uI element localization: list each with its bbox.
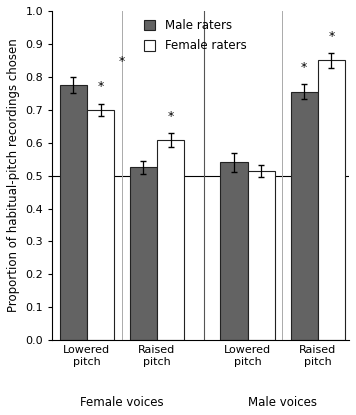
Text: *: * (119, 56, 125, 68)
Bar (220, 162, 248, 340)
Text: *: * (328, 29, 334, 43)
Bar (157, 140, 184, 340)
Text: *: * (167, 110, 174, 123)
Text: Female voices: Female voices (80, 396, 164, 409)
Bar (318, 60, 345, 340)
Bar (87, 110, 114, 340)
Bar (248, 171, 275, 340)
Bar (60, 85, 87, 340)
Bar (290, 92, 318, 340)
Text: *: * (301, 61, 307, 74)
Text: Male voices: Male voices (248, 396, 317, 409)
Y-axis label: Proportion of habitual-pitch recordings chosen: Proportion of habitual-pitch recordings … (7, 39, 20, 312)
Text: *: * (98, 80, 104, 93)
Bar (130, 167, 157, 340)
Legend: Male raters, Female raters: Male raters, Female raters (141, 17, 249, 55)
